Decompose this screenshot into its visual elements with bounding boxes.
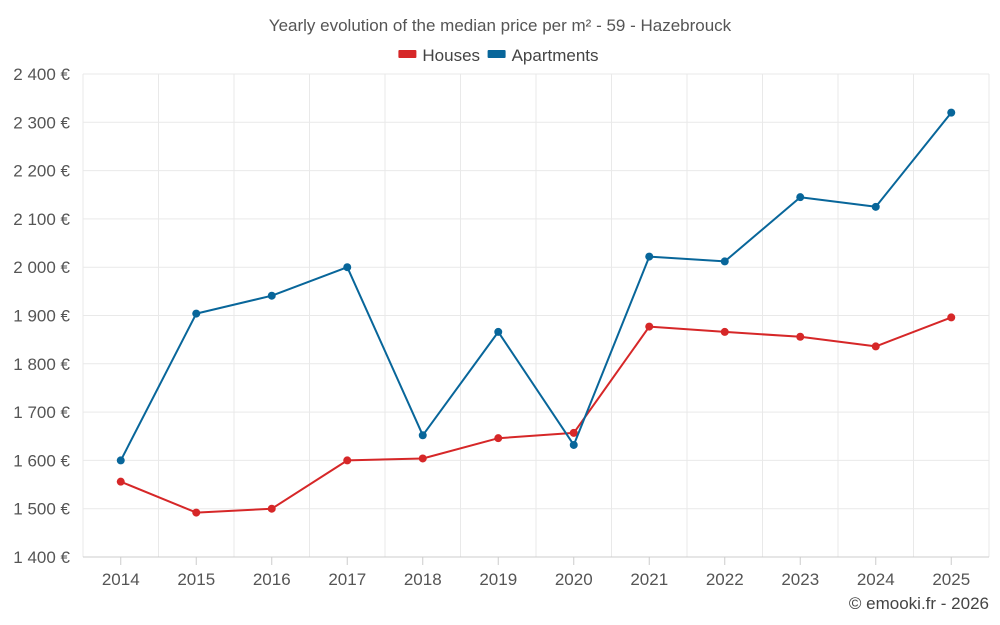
x-tick-label: 2014 <box>102 570 140 589</box>
y-tick-label: 2 400 € <box>13 65 70 84</box>
legend: Houses Apartments <box>398 46 599 65</box>
y-tick-label: 1 900 € <box>13 307 70 326</box>
x-tick-label: 2019 <box>479 570 517 589</box>
legend-item-apartments[interactable]: Apartments <box>487 46 599 65</box>
series-line-houses <box>120 316 952 514</box>
data-point-apartments[interactable] <box>569 440 578 449</box>
y-tick-label: 2 300 € <box>13 113 70 132</box>
data-point-apartments[interactable] <box>871 202 880 211</box>
data-point-houses[interactable] <box>947 313 956 322</box>
data-point-houses[interactable] <box>418 454 427 463</box>
y-tick-label: 1 500 € <box>13 500 70 519</box>
axes: 1 400 € 1 500 € 1 600 € 1 700 € 1 800 € 1 900… <box>13 65 989 589</box>
series-layer <box>116 108 956 517</box>
y-tick-label: 2 200 € <box>13 162 70 181</box>
data-point-apartments[interactable] <box>494 327 503 336</box>
x-tick-label: 2017 <box>328 570 366 589</box>
y-tick-label: 2 000 € <box>13 258 70 277</box>
data-point-apartments[interactable] <box>343 263 352 272</box>
y-tick-label: 1 800 € <box>13 355 70 374</box>
y-tick-label: 1 700 € <box>13 403 70 422</box>
x-tick-label: 2024 <box>857 570 895 589</box>
x-tick-label: 2025 <box>932 570 970 589</box>
x-tick-label: 2023 <box>781 570 819 589</box>
y-tick-label: 2 100 € <box>13 210 70 229</box>
y-tick-label: 1 400 € <box>13 548 70 567</box>
x-tick-label: 2016 <box>253 570 291 589</box>
data-point-houses[interactable] <box>192 508 201 517</box>
legend-swatch <box>398 50 417 58</box>
data-point-apartments[interactable] <box>645 252 654 261</box>
data-point-houses[interactable] <box>569 428 578 437</box>
y-tick-label: 1 600 € <box>13 451 70 470</box>
data-point-apartments[interactable] <box>947 108 956 117</box>
x-tick-label: 2015 <box>177 570 215 589</box>
data-point-houses[interactable] <box>116 477 125 486</box>
data-point-apartments[interactable] <box>116 456 125 465</box>
data-point-houses[interactable] <box>645 322 654 331</box>
data-point-houses[interactable] <box>796 332 805 341</box>
legend-label: Apartments <box>512 46 599 65</box>
data-point-houses[interactable] <box>267 504 276 513</box>
series-line-apartments <box>119 111 953 461</box>
data-point-apartments[interactable] <box>267 291 276 300</box>
x-tick-label: 2018 <box>404 570 442 589</box>
data-point-apartments[interactable] <box>418 431 427 440</box>
data-point-houses[interactable] <box>494 434 503 443</box>
x-tick-label: 2022 <box>706 570 744 589</box>
credit-text: © emooki.fr - 2026 <box>849 594 989 613</box>
data-point-apartments[interactable] <box>192 309 201 318</box>
data-point-apartments[interactable] <box>720 257 729 266</box>
data-point-houses[interactable] <box>343 456 352 465</box>
gridlines <box>82 73 990 557</box>
data-point-houses[interactable] <box>871 342 880 351</box>
legend-item-houses[interactable]: Houses <box>398 46 480 65</box>
legend-swatch <box>487 50 506 58</box>
x-tick-label: 2020 <box>555 570 593 589</box>
data-point-apartments[interactable] <box>796 193 805 202</box>
data-point-houses[interactable] <box>720 327 729 336</box>
chart-title: Yearly evolution of the median price per… <box>269 16 732 35</box>
x-tick-label: 2021 <box>630 570 668 589</box>
legend-label: Houses <box>422 46 480 65</box>
